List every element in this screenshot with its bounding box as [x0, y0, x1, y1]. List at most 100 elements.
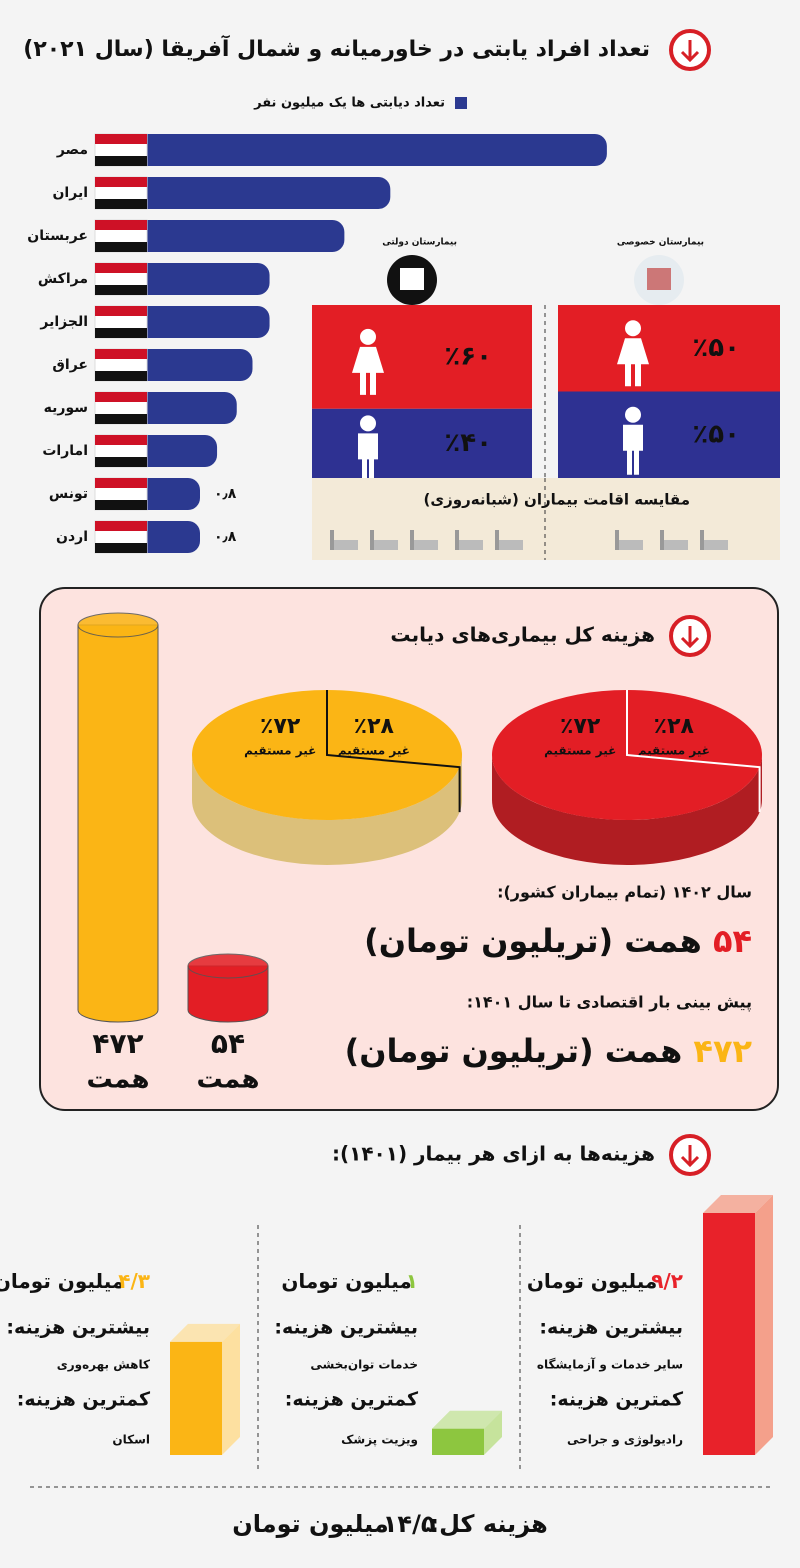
- category-label: امارات: [42, 443, 88, 459]
- cylinder: [77, 624, 159, 1023]
- body: [623, 424, 643, 475]
- flag: [94, 348, 148, 382]
- cylinder-top: [77, 612, 159, 638]
- bar-side: [222, 1323, 240, 1455]
- bar: [703, 1213, 755, 1455]
- bed-icon-head: [700, 530, 704, 550]
- flag: [94, 176, 148, 210]
- value-label: ٪۷۲: [560, 714, 601, 739]
- total-value: ۱۴/۵: [383, 1510, 436, 1538]
- flag-stripe: [95, 414, 147, 424]
- flag-stripe: [95, 134, 147, 144]
- value-label: ۹/۲میلیون تومان: [527, 1269, 683, 1293]
- flag-stripe: [95, 457, 147, 467]
- value-label: ٪۵۰: [692, 333, 740, 363]
- share-block: [558, 391, 780, 478]
- value-number: ۴/۳: [118, 1269, 150, 1293]
- woman-icon: [617, 320, 649, 387]
- category-label: غیر مستقیم: [338, 744, 410, 758]
- flag: [94, 133, 148, 167]
- bed-icon-head: [370, 530, 374, 550]
- value-unit: میلیون تومان: [0, 1269, 124, 1293]
- total-label: هزینه کل:: [430, 1510, 548, 1538]
- least-item: ویزیت پزشک: [341, 1433, 418, 1448]
- flag-stripe: [95, 263, 147, 273]
- bar-side: [484, 1410, 502, 1455]
- head: [360, 328, 376, 345]
- value-number: ۱: [406, 1269, 418, 1293]
- head: [625, 320, 641, 337]
- most-label: بیشترین هزینه:: [6, 1317, 150, 1339]
- total-unit: میلیون تومان: [232, 1510, 389, 1538]
- section-title: هزینه‌ها به ازای هر بیمار (۱۴۰۱):: [332, 1142, 655, 1166]
- bar-top: [170, 1323, 240, 1342]
- flag: [94, 477, 148, 511]
- most-item: خدمات توان‌بخشی: [310, 1358, 418, 1373]
- share-block: [312, 305, 532, 409]
- value-unit: میلیون تومان: [281, 1269, 411, 1293]
- flag: [94, 219, 148, 253]
- category-label: بیمارستان خصوصی: [617, 238, 704, 248]
- section-icon: [669, 1134, 711, 1176]
- flag-stripe: [95, 349, 147, 359]
- flag-stripe: [95, 328, 147, 338]
- bed-icon-head: [615, 530, 619, 550]
- flag-stripe: [95, 435, 147, 445]
- bar: [95, 177, 391, 209]
- note-text: سال ۱۴۰۲ (تمام بیماران کشور):: [497, 883, 752, 902]
- most-item: سایر خدمات و آزمایشگاه: [537, 1357, 683, 1373]
- flag-stripe: [95, 392, 147, 402]
- total: هزینه کل:۱۴/۵میلیون تومان: [232, 1510, 548, 1538]
- man-icon: [358, 415, 378, 484]
- flag: [94, 520, 148, 554]
- flag-stripe: [95, 220, 147, 230]
- flag: [94, 262, 148, 296]
- section-icon: [669, 615, 711, 657]
- most-label: بیشترین هزینه:: [274, 1317, 418, 1339]
- pie-slice: [491, 690, 760, 821]
- cylinder: [187, 965, 269, 1023]
- flag-stripe: [95, 521, 147, 531]
- value-label: ۱میلیون تومان: [281, 1269, 418, 1293]
- pie-slice: [327, 690, 462, 768]
- category-label: مراکش: [38, 271, 88, 287]
- category-label: تونس: [49, 486, 88, 502]
- bed-icon: [495, 540, 523, 550]
- value-label: ۴۷۲: [92, 1027, 143, 1060]
- category-label: بیمارستان دولتی: [382, 238, 457, 248]
- flag: [94, 434, 148, 468]
- pie-divider: [626, 690, 761, 813]
- bed-icon-head: [455, 530, 459, 550]
- bar: [170, 1341, 222, 1455]
- most-item: کاهش بهره‌وری: [57, 1358, 150, 1373]
- least-label: کمترین هزینه:: [285, 1389, 419, 1411]
- value-label: ۴/۳میلیون تومان: [0, 1269, 150, 1293]
- category-label: ایران: [52, 185, 88, 201]
- least-label: کمترین هزینه:: [17, 1389, 151, 1411]
- head: [360, 415, 376, 432]
- category-label: الجزایر: [39, 314, 88, 330]
- category-label: غیر مستقیم: [544, 744, 616, 758]
- note-amount: ۴۷۲ همت (تریلیون تومان): [345, 1032, 753, 1070]
- man-icon: [623, 406, 643, 475]
- pie-slice: [627, 690, 762, 768]
- hospital-icon-building: [400, 268, 424, 290]
- bed-icon-head: [410, 530, 414, 550]
- note-text: پیش بینی بار اقتصادی تا سال ۱۴۰۱:: [467, 993, 752, 1013]
- bed-icon: [660, 540, 688, 550]
- section-title: هزینه کل بیماری‌های دیابت: [390, 623, 655, 647]
- flag-stripe: [95, 285, 147, 295]
- value-label: ۰٫۸: [214, 529, 237, 545]
- share-block: [312, 408, 532, 478]
- bed-icon-head: [660, 530, 664, 550]
- bar-side: [755, 1195, 773, 1455]
- flag: [94, 305, 148, 339]
- pie-side: [492, 755, 762, 865]
- flag-stripe: [95, 371, 147, 381]
- category-label: غیر مستقیم: [244, 744, 316, 758]
- least-item: رادیولوژی و جراحی: [567, 1433, 683, 1448]
- body: [352, 346, 384, 395]
- bed-icon: [330, 540, 358, 550]
- flag-stripe: [95, 543, 147, 553]
